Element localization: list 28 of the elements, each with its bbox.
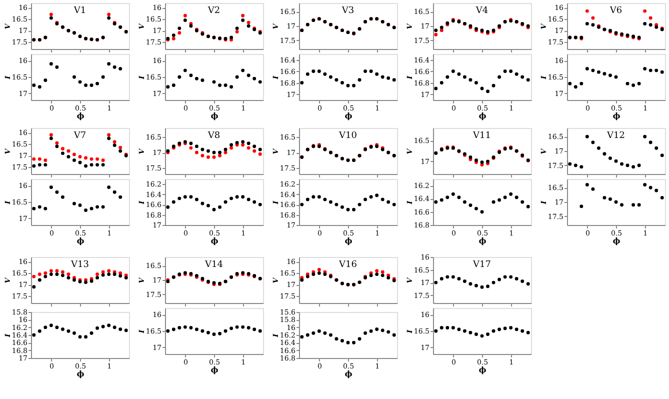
chart-title: V17 xyxy=(472,260,492,270)
chart-title: V11 xyxy=(472,131,491,141)
x-axis-title: ϕ xyxy=(210,110,219,120)
chart-title: V14 xyxy=(204,260,224,270)
x-axis-title: ϕ xyxy=(478,364,487,374)
x-axis-title: ϕ xyxy=(612,236,621,246)
x-axis-title: ϕ xyxy=(76,110,85,120)
x-axis-title: ϕ xyxy=(344,368,353,378)
x-axis-title: ϕ xyxy=(344,236,353,246)
x-axis-title: ϕ xyxy=(210,364,219,374)
x-axis-title: ϕ xyxy=(76,368,85,378)
x-axis-title: ϕ xyxy=(76,236,85,246)
x-axis-title: ϕ xyxy=(478,236,487,246)
chart-title: V1 xyxy=(72,6,86,16)
chart-title: V8 xyxy=(206,131,220,141)
chart-title: V2 xyxy=(206,6,220,16)
chart-title: V3 xyxy=(340,6,354,16)
x-axis-title: ϕ xyxy=(344,110,353,120)
chart-title: V4 xyxy=(474,6,488,16)
x-axis-title: ϕ xyxy=(612,110,621,120)
chart-title: V10 xyxy=(338,131,358,141)
chart-title: V6 xyxy=(608,6,622,16)
chart-title: V12 xyxy=(606,131,625,141)
x-axis-title: ϕ xyxy=(478,110,487,120)
chart-title: V13 xyxy=(70,260,90,270)
x-axis-title: ϕ xyxy=(210,236,219,246)
chart-title: V7 xyxy=(72,131,86,141)
chart-title: V16 xyxy=(338,260,358,270)
